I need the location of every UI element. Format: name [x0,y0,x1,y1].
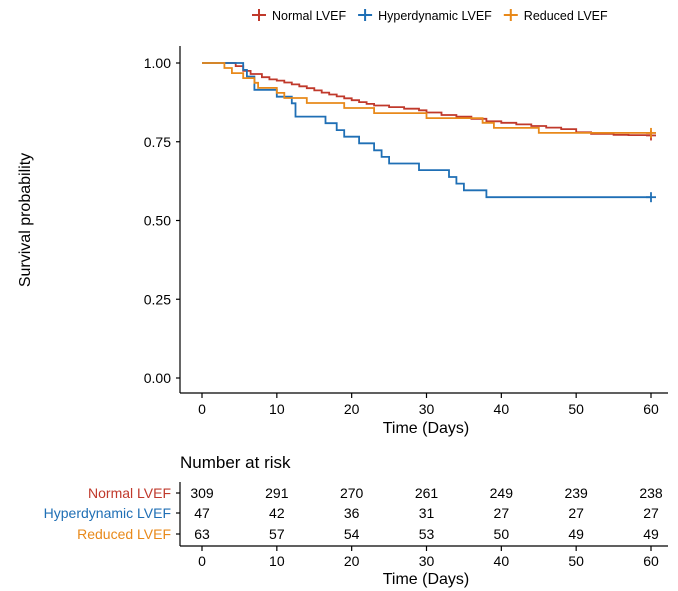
censor-mark-hyperdynamic-lvef [646,192,656,203]
risk-row-label-reduced-lvef: Reduced LVEF [77,526,171,542]
curve-normal-lvef [202,62,652,136]
risk-cell: 249 [490,485,514,501]
risk-cell: 261 [415,485,439,501]
survival-plot: 0.00 0.25 0.50 0.75 1.00 0 10 20 30 40 50 60 Time … [17,46,668,437]
y-axis-label: Survival probability [17,153,34,287]
legend-label: Normal LVEF [272,9,346,23]
risk-cell: 270 [340,485,364,501]
risk-cell: 27 [643,505,659,521]
censor-mark-reduced-lvef [646,127,656,138]
risk-x-tick-label: 60 [643,553,659,569]
legend-item-reduced-lvef: Reduced LVEF [503,9,608,23]
y-tick-label: 0.25 [144,291,171,307]
risk-x-tick-label: 50 [568,553,584,569]
risk-cell: 50 [494,526,510,542]
y-tick-label: 0.50 [144,213,171,229]
y-tick-label: 0.75 [144,134,171,150]
risk-x-ticks: 0 10 20 30 40 50 60 [198,546,659,569]
risk-cell: 49 [643,526,659,542]
x-ticks: 0 10 20 30 40 50 60 [198,393,659,417]
y-ticks: 0.00 0.25 0.50 0.75 1.00 [144,55,180,386]
risk-cell: 238 [639,485,663,501]
risk-cell: 31 [419,505,435,521]
x-tick-label: 60 [643,401,659,417]
y-tick-label: 1.00 [144,55,171,71]
x-tick-label: 30 [419,401,435,417]
legend-label: Hyperdynamic LVEF [378,9,492,23]
risk-rows: Normal LVEF 309 291 270 261 249 239 238 Hyperdyn… [44,485,663,542]
risk-cell: 42 [269,505,285,521]
risk-cell: 36 [344,505,360,521]
risk-row-label-hyperdynamic-lvef: Hyperdynamic LVEF [44,505,171,521]
x-tick-label: 50 [568,401,584,417]
legend-label: Reduced LVEF [524,9,608,23]
y-tick-label: 0.00 [144,370,171,386]
legend-item-hyperdynamic-lvef: Hyperdynamic LVEF [358,9,492,23]
x-axis-label: Time (Days) [383,420,470,437]
risk-table: Number at risk Normal LVEF 309 291 270 261 24… [44,453,668,588]
risk-cell: 63 [194,526,210,542]
legend: Normal LVEF Hyperdynamic LVEF Reduced LVEF [252,9,608,23]
risk-row-label-normal-lvef: Normal LVEF [88,485,171,501]
risk-cell: 27 [568,505,584,521]
risk-cell: 291 [265,485,289,501]
risk-x-tick-label: 40 [494,553,510,569]
risk-x-axis-label: Time (Days) [383,571,470,588]
curve-reduced-lvef [202,62,651,134]
x-tick-label: 40 [494,401,510,417]
legend-item-normal-lvef: Normal LVEF [252,9,346,23]
risk-cell: 27 [494,505,510,521]
risk-cell: 57 [269,526,285,542]
risk-x-tick-label: 20 [344,553,360,569]
risk-cell: 53 [419,526,435,542]
risk-cell: 49 [568,526,584,542]
x-tick-label: 20 [344,401,360,417]
curve-hyperdynamic-lvef [202,62,651,199]
risk-table-title: Number at risk [180,453,291,472]
risk-cell: 309 [190,485,214,501]
risk-x-tick-label: 30 [419,553,435,569]
risk-x-tick-label: 10 [269,553,285,569]
risk-cell: 47 [194,505,210,521]
x-tick-label: 10 [269,401,285,417]
x-tick-label: 0 [198,401,206,417]
survival-curves [202,62,656,203]
risk-cell: 54 [344,526,360,542]
risk-cell: 239 [564,485,588,501]
risk-x-tick-label: 0 [198,553,206,569]
